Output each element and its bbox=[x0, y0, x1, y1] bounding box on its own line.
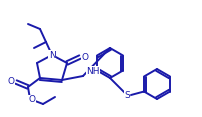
Text: NH: NH bbox=[86, 66, 100, 75]
Text: N: N bbox=[49, 51, 55, 60]
Text: O: O bbox=[28, 95, 36, 104]
Text: O: O bbox=[81, 53, 88, 62]
Text: O: O bbox=[7, 77, 15, 86]
Text: S: S bbox=[124, 91, 130, 99]
